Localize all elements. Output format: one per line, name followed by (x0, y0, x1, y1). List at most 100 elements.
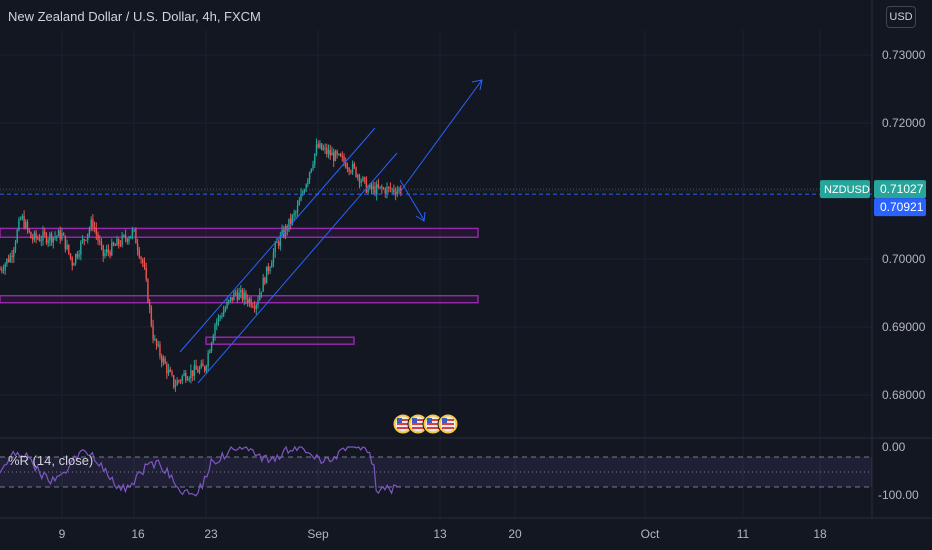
flag-stripe (442, 423, 454, 425)
candle-body (14, 242, 17, 250)
candle-body (246, 299, 249, 304)
candle-body (217, 316, 220, 322)
candle-body (229, 297, 232, 301)
candle-body (126, 238, 128, 242)
candle-body (298, 200, 300, 206)
candle-body (250, 298, 252, 306)
price-tick-label: 0.68000 (882, 388, 926, 402)
candle-body (327, 150, 330, 155)
candle-body (167, 369, 170, 374)
flag-stripe (442, 419, 454, 421)
trend-drawings[interactable] (179, 79, 483, 384)
candle-body (119, 244, 122, 246)
candle-body (253, 306, 256, 309)
candle-body (203, 366, 206, 371)
candle-body (6, 258, 8, 264)
candle-body (255, 304, 257, 309)
candle-body (121, 235, 123, 246)
candle-body (169, 369, 171, 372)
candle-body (0, 269, 1, 271)
channel-upper-line[interactable] (179, 127, 376, 353)
candle-body (23, 215, 25, 229)
projection-arrow[interactable] (399, 79, 483, 193)
candle-body (183, 372, 185, 376)
candle-body (257, 300, 259, 305)
candle-body (207, 353, 209, 367)
arrow-head-icon (471, 79, 483, 91)
candle-body (210, 342, 213, 351)
economic-events[interactable] (392, 413, 459, 435)
candle-body (54, 236, 56, 238)
candle-body (272, 252, 275, 263)
candle-body (74, 253, 77, 264)
candle-body (214, 324, 216, 336)
candle-body (317, 144, 319, 148)
candle-body (45, 234, 48, 243)
candle-body (224, 308, 227, 312)
candle-body (267, 266, 270, 272)
flag-stripe (412, 419, 424, 421)
candle-body (111, 242, 113, 256)
candle-body (140, 257, 142, 260)
flag-stripe (427, 423, 439, 425)
candle-body (40, 240, 42, 242)
candle-body (1, 269, 3, 271)
support-zone[interactable] (205, 336, 355, 345)
candle-body (329, 150, 331, 156)
candle-body (302, 192, 304, 194)
candle-body (241, 289, 244, 300)
candle-body (351, 163, 354, 172)
indicator-label[interactable]: %R (14, close) (8, 453, 94, 468)
candle-body (314, 153, 316, 165)
support-zone[interactable] (0, 227, 479, 238)
candle-body (348, 168, 350, 172)
candle-body (4, 263, 6, 271)
price-tick-label: 0.73000 (882, 48, 926, 62)
candle-body (345, 162, 347, 168)
candle-body (7, 258, 10, 262)
price-lines (0, 188, 872, 195)
candle-body (332, 152, 335, 162)
time-tick-label: 18 (813, 527, 827, 541)
cursor-price-tag: 0.70921 (880, 200, 924, 214)
candle-body (104, 253, 106, 257)
us-flag-icon[interactable] (437, 413, 459, 435)
candle-body (310, 168, 313, 173)
candle-body (233, 292, 235, 301)
candle-body (252, 305, 254, 307)
osc-tick-label: -100.00 (878, 488, 919, 502)
candle-body (228, 300, 230, 303)
symbol-tag-bg[interactable] (820, 180, 870, 199)
candle-body (238, 292, 240, 300)
candle-body (11, 255, 13, 258)
currency-button[interactable]: USD (886, 6, 916, 28)
us-flag-icon[interactable] (392, 413, 414, 435)
candle-body (117, 238, 120, 245)
pullback-arrow[interactable] (399, 179, 425, 221)
candle-body (26, 221, 29, 230)
candle-body (64, 235, 67, 250)
candle-body (190, 370, 192, 379)
candle-body (185, 372, 187, 381)
candle-body (112, 242, 115, 246)
candle-body (216, 321, 218, 325)
candle-body (296, 205, 299, 212)
candle-body (198, 367, 201, 373)
candle-body (135, 229, 137, 244)
candle-body (188, 378, 190, 380)
candle-body (80, 242, 82, 255)
candle-body (166, 363, 168, 374)
symbol-tag: NZDUSD (824, 184, 870, 196)
candle-body (331, 152, 333, 156)
flag-canton (427, 418, 432, 423)
candle-body (99, 240, 101, 242)
candle-body (248, 298, 251, 304)
candle-body (315, 144, 318, 154)
candle-body (109, 251, 111, 256)
candle-body (226, 302, 228, 309)
candle-body (363, 177, 366, 179)
candle-body (181, 375, 184, 381)
channel-lower-line[interactable] (197, 152, 398, 384)
